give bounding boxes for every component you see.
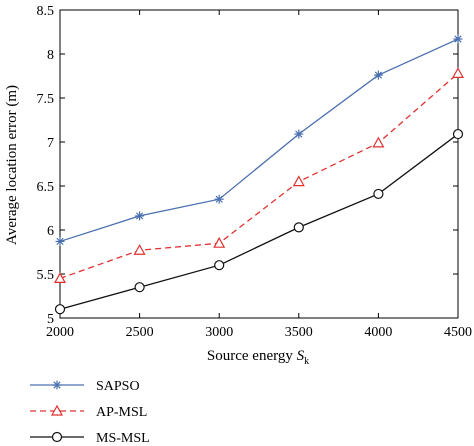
legend-marker-ms-msl bbox=[51, 431, 63, 443]
series-line-ap-msl bbox=[59, 72, 459, 280]
data-point-sapso bbox=[453, 34, 463, 44]
legend-label-ap-msl: AP-MSL bbox=[96, 405, 147, 420]
data-point-ap-msl bbox=[133, 244, 146, 255]
data-point-ap-msl bbox=[292, 175, 305, 187]
data-point-ms-msl bbox=[134, 282, 145, 293]
y-tick-label: 6 bbox=[47, 224, 54, 239]
legend-marker-sapso bbox=[52, 380, 62, 390]
x-axis-label: Source energy Sk bbox=[207, 348, 309, 367]
x-tick-label: 3000 bbox=[205, 325, 233, 340]
data-point-ms-msl bbox=[452, 128, 464, 140]
x-tick-label: 4000 bbox=[364, 325, 392, 340]
y-tick-label: 5 bbox=[47, 312, 54, 327]
series-line-sapso bbox=[59, 38, 459, 243]
data-point-ms-msl bbox=[373, 188, 384, 200]
data-point-sapso bbox=[294, 129, 304, 139]
y-tick-label: 6.5 bbox=[37, 180, 55, 195]
data-point-sapso bbox=[55, 236, 65, 246]
x-tick-label: 4500 bbox=[444, 325, 472, 340]
data-point-ap-msl bbox=[451, 67, 465, 78]
data-point-ms-msl bbox=[214, 260, 225, 271]
data-point-ap-msl bbox=[53, 272, 67, 283]
y-tick-label: 8.5 bbox=[37, 4, 55, 19]
x-tick-label: 2500 bbox=[126, 325, 154, 340]
x-tick-label: 2000 bbox=[46, 325, 74, 340]
series-line-ms-msl bbox=[59, 133, 459, 310]
y-tick-label: 5.5 bbox=[37, 268, 55, 283]
y-tick-label: 7.5 bbox=[37, 92, 55, 107]
data-point-ap-msl bbox=[372, 136, 385, 148]
y-axis-label: Average location error (m) bbox=[4, 85, 20, 245]
y-tick-label: 7 bbox=[47, 136, 54, 151]
data-point-sapso bbox=[214, 194, 224, 204]
legend: SAPSO AP-MSL MS-MSL bbox=[30, 379, 150, 446]
y-tick-label: 8 bbox=[47, 48, 54, 63]
plot-frame bbox=[59, 9, 459, 319]
data-point-sapso bbox=[135, 211, 145, 221]
data-point-ms-msl bbox=[54, 304, 66, 315]
legend-label-ms-msl: MS-MSL bbox=[96, 431, 150, 446]
data-point-sapso bbox=[373, 70, 383, 80]
legend-marker-ap-msl bbox=[50, 404, 64, 416]
x-tick-label: 3500 bbox=[285, 325, 313, 340]
legend-label-sapso: SAPSO bbox=[96, 379, 140, 394]
data-point-ms-msl bbox=[293, 222, 304, 233]
data-point-ap-msl bbox=[213, 236, 226, 248]
